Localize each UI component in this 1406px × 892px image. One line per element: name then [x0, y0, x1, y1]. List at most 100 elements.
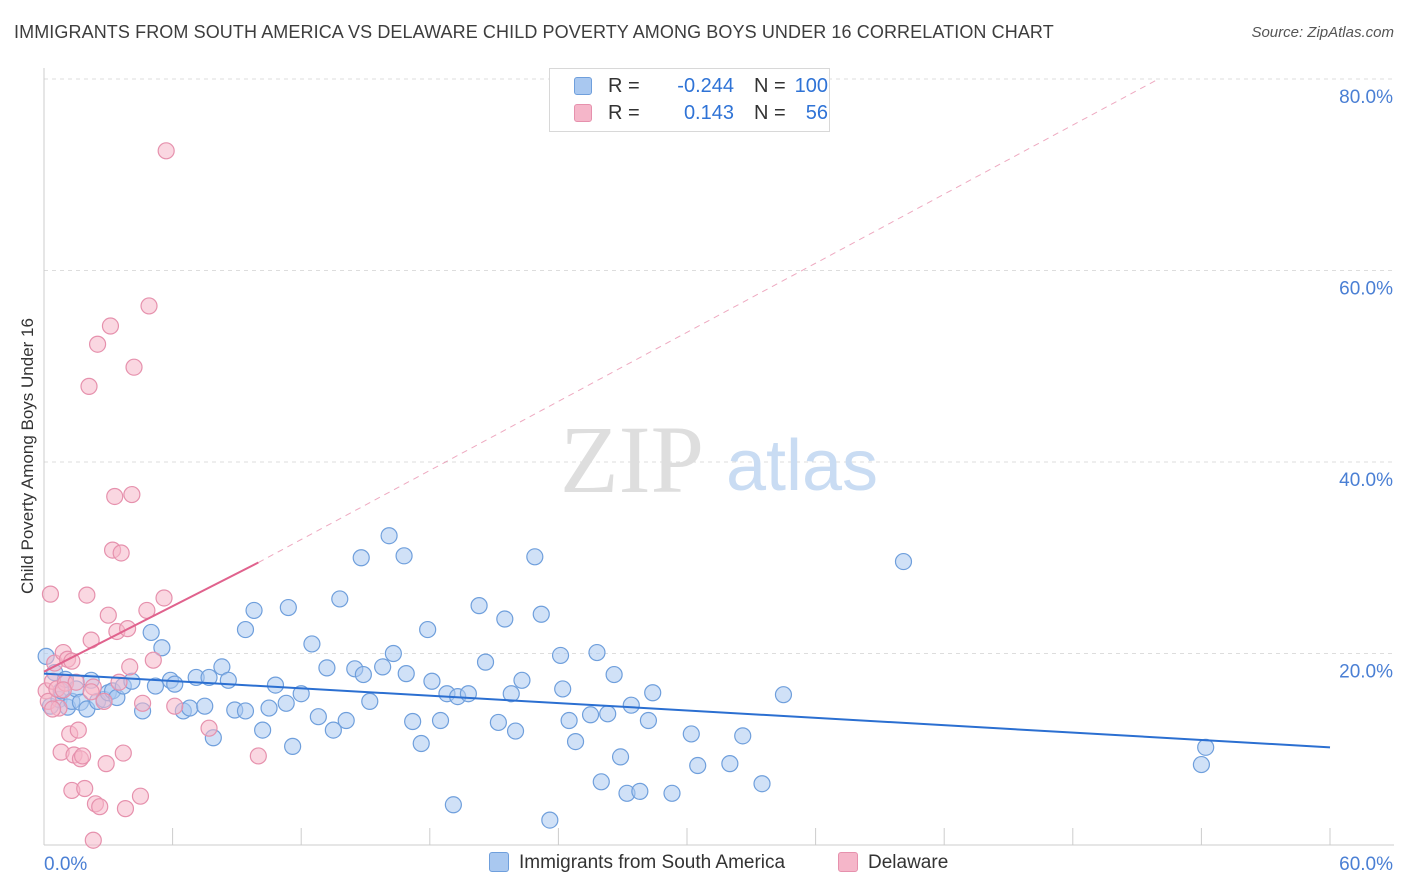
data-point-delaware — [76, 779, 94, 798]
data-point-immigrants — [496, 610, 514, 628]
data-point-immigrants — [476, 653, 495, 671]
correlation-legend: R = -0.244 N = 100 R = 0.143 N = 56 — [549, 68, 830, 132]
data-point-immigrants — [318, 659, 336, 677]
data-point-immigrants — [236, 702, 255, 720]
data-point-immigrants — [277, 694, 295, 712]
data-point-delaware — [88, 335, 107, 353]
data-point-delaware — [73, 747, 92, 765]
data-point-delaware — [106, 487, 124, 506]
data-point-immigrants — [1192, 755, 1211, 774]
data-point-immigrants — [489, 713, 507, 732]
data-point-immigrants — [260, 699, 278, 717]
legend-swatch-pink — [574, 104, 592, 122]
data-point-immigrants — [419, 620, 437, 639]
data-point-immigrants — [146, 677, 165, 695]
data-point-immigrants — [303, 635, 321, 653]
y-tick-label: 80.0% — [1339, 87, 1393, 108]
data-point-delaware — [133, 694, 152, 712]
bottom-legend-immigrants: Immigrants from South America — [489, 852, 785, 876]
data-point-immigrants — [196, 697, 214, 715]
data-point-immigrants — [266, 676, 285, 694]
data-point-immigrants — [554, 680, 572, 698]
data-point-immigrants — [581, 706, 600, 724]
data-point-delaware — [84, 831, 102, 849]
trend-line-delaware — [43, 561, 259, 673]
data-point-immigrants — [331, 590, 349, 608]
data-point-immigrants — [599, 705, 617, 723]
data-point-delaware — [140, 297, 158, 315]
data-point-immigrants — [245, 601, 263, 620]
data-point-immigrants — [663, 784, 681, 802]
legend-r-value: 0.143 — [683, 102, 734, 124]
data-point-immigrants — [644, 684, 662, 702]
data-point-delaware — [91, 798, 109, 816]
data-point-immigrants — [502, 685, 520, 703]
x-tick-label: 60.0% — [1339, 854, 1393, 875]
legend-n-label: N = — [754, 102, 786, 124]
legend-r-value: -0.244 — [677, 75, 734, 97]
data-point-immigrants — [374, 658, 392, 676]
data-point-immigrants — [166, 675, 184, 693]
data-point-delaware — [144, 651, 162, 669]
data-point-delaware — [82, 683, 100, 701]
data-point-immigrants — [412, 734, 430, 753]
data-point-immigrants — [423, 672, 441, 690]
data-point-delaware — [131, 787, 150, 805]
data-point-immigrants — [513, 671, 531, 689]
data-point-immigrants — [470, 597, 488, 615]
data-point-immigrants — [541, 811, 559, 829]
data-point-delaware — [97, 755, 115, 773]
data-point-immigrants — [894, 552, 913, 571]
data-point-immigrants — [404, 712, 422, 731]
data-point-delaware — [43, 700, 62, 718]
chart-title: IMMIGRANTS FROM SOUTH AMERICA VS DELAWAR… — [14, 22, 1054, 42]
data-point-immigrants — [219, 671, 237, 689]
bottom-legend-label-delaware: Delaware — [868, 852, 949, 873]
data-point-immigrants — [721, 755, 739, 773]
y-tick-label: 40.0% — [1339, 470, 1393, 491]
data-point-immigrants — [753, 775, 771, 793]
data-point-delaware — [125, 358, 143, 376]
data-point-immigrants — [622, 696, 640, 714]
data-point-immigrants — [588, 643, 606, 662]
data-point-immigrants — [279, 598, 297, 617]
data-point-immigrants — [292, 685, 310, 703]
y-tick-label: 60.0% — [1339, 279, 1393, 300]
data-point-delaware — [78, 586, 96, 604]
legend-n-value: 100 — [794, 75, 828, 97]
data-point-delaware — [99, 606, 117, 624]
legend-swatch-blue — [574, 77, 592, 95]
data-point-immigrants — [592, 773, 610, 791]
bottom-legend-swatch-blue — [489, 852, 509, 872]
data-point-immigrants — [459, 685, 477, 703]
data-point-delaware — [67, 673, 85, 691]
data-point-delaware — [114, 744, 132, 762]
axes — [43, 68, 1394, 846]
data-point-immigrants — [352, 549, 370, 567]
data-point-immigrants — [397, 665, 415, 683]
data-point-delaware — [157, 142, 175, 160]
data-point-delaware — [80, 377, 98, 395]
data-point-delaware — [166, 697, 184, 715]
data-point-delaware — [200, 719, 218, 737]
y-tick-label: 20.0% — [1339, 662, 1393, 683]
data-point-delaware — [155, 589, 173, 607]
data-point-immigrants — [142, 623, 160, 642]
data-point-immigrants — [526, 548, 544, 566]
trend-line-immigrants — [43, 672, 1331, 749]
series-delaware-points — [37, 142, 267, 849]
data-point-immigrants — [236, 620, 255, 639]
data-point-delaware — [116, 800, 135, 818]
bottom-legend-delaware: Delaware — [838, 852, 948, 876]
x-tick-label: 0.0% — [44, 854, 87, 875]
data-point-immigrants — [774, 686, 793, 704]
legend-r-label: R = — [608, 102, 640, 124]
data-point-delaware — [101, 317, 120, 335]
data-point-immigrants — [284, 737, 302, 755]
data-point-immigrants — [689, 756, 707, 775]
x-tick-labels: 0.0% 60.0% — [44, 854, 1393, 875]
data-point-immigrants — [324, 721, 342, 739]
data-point-immigrants — [532, 605, 550, 623]
data-point-immigrants — [631, 782, 649, 800]
legend-n-value: 56 — [805, 102, 828, 124]
